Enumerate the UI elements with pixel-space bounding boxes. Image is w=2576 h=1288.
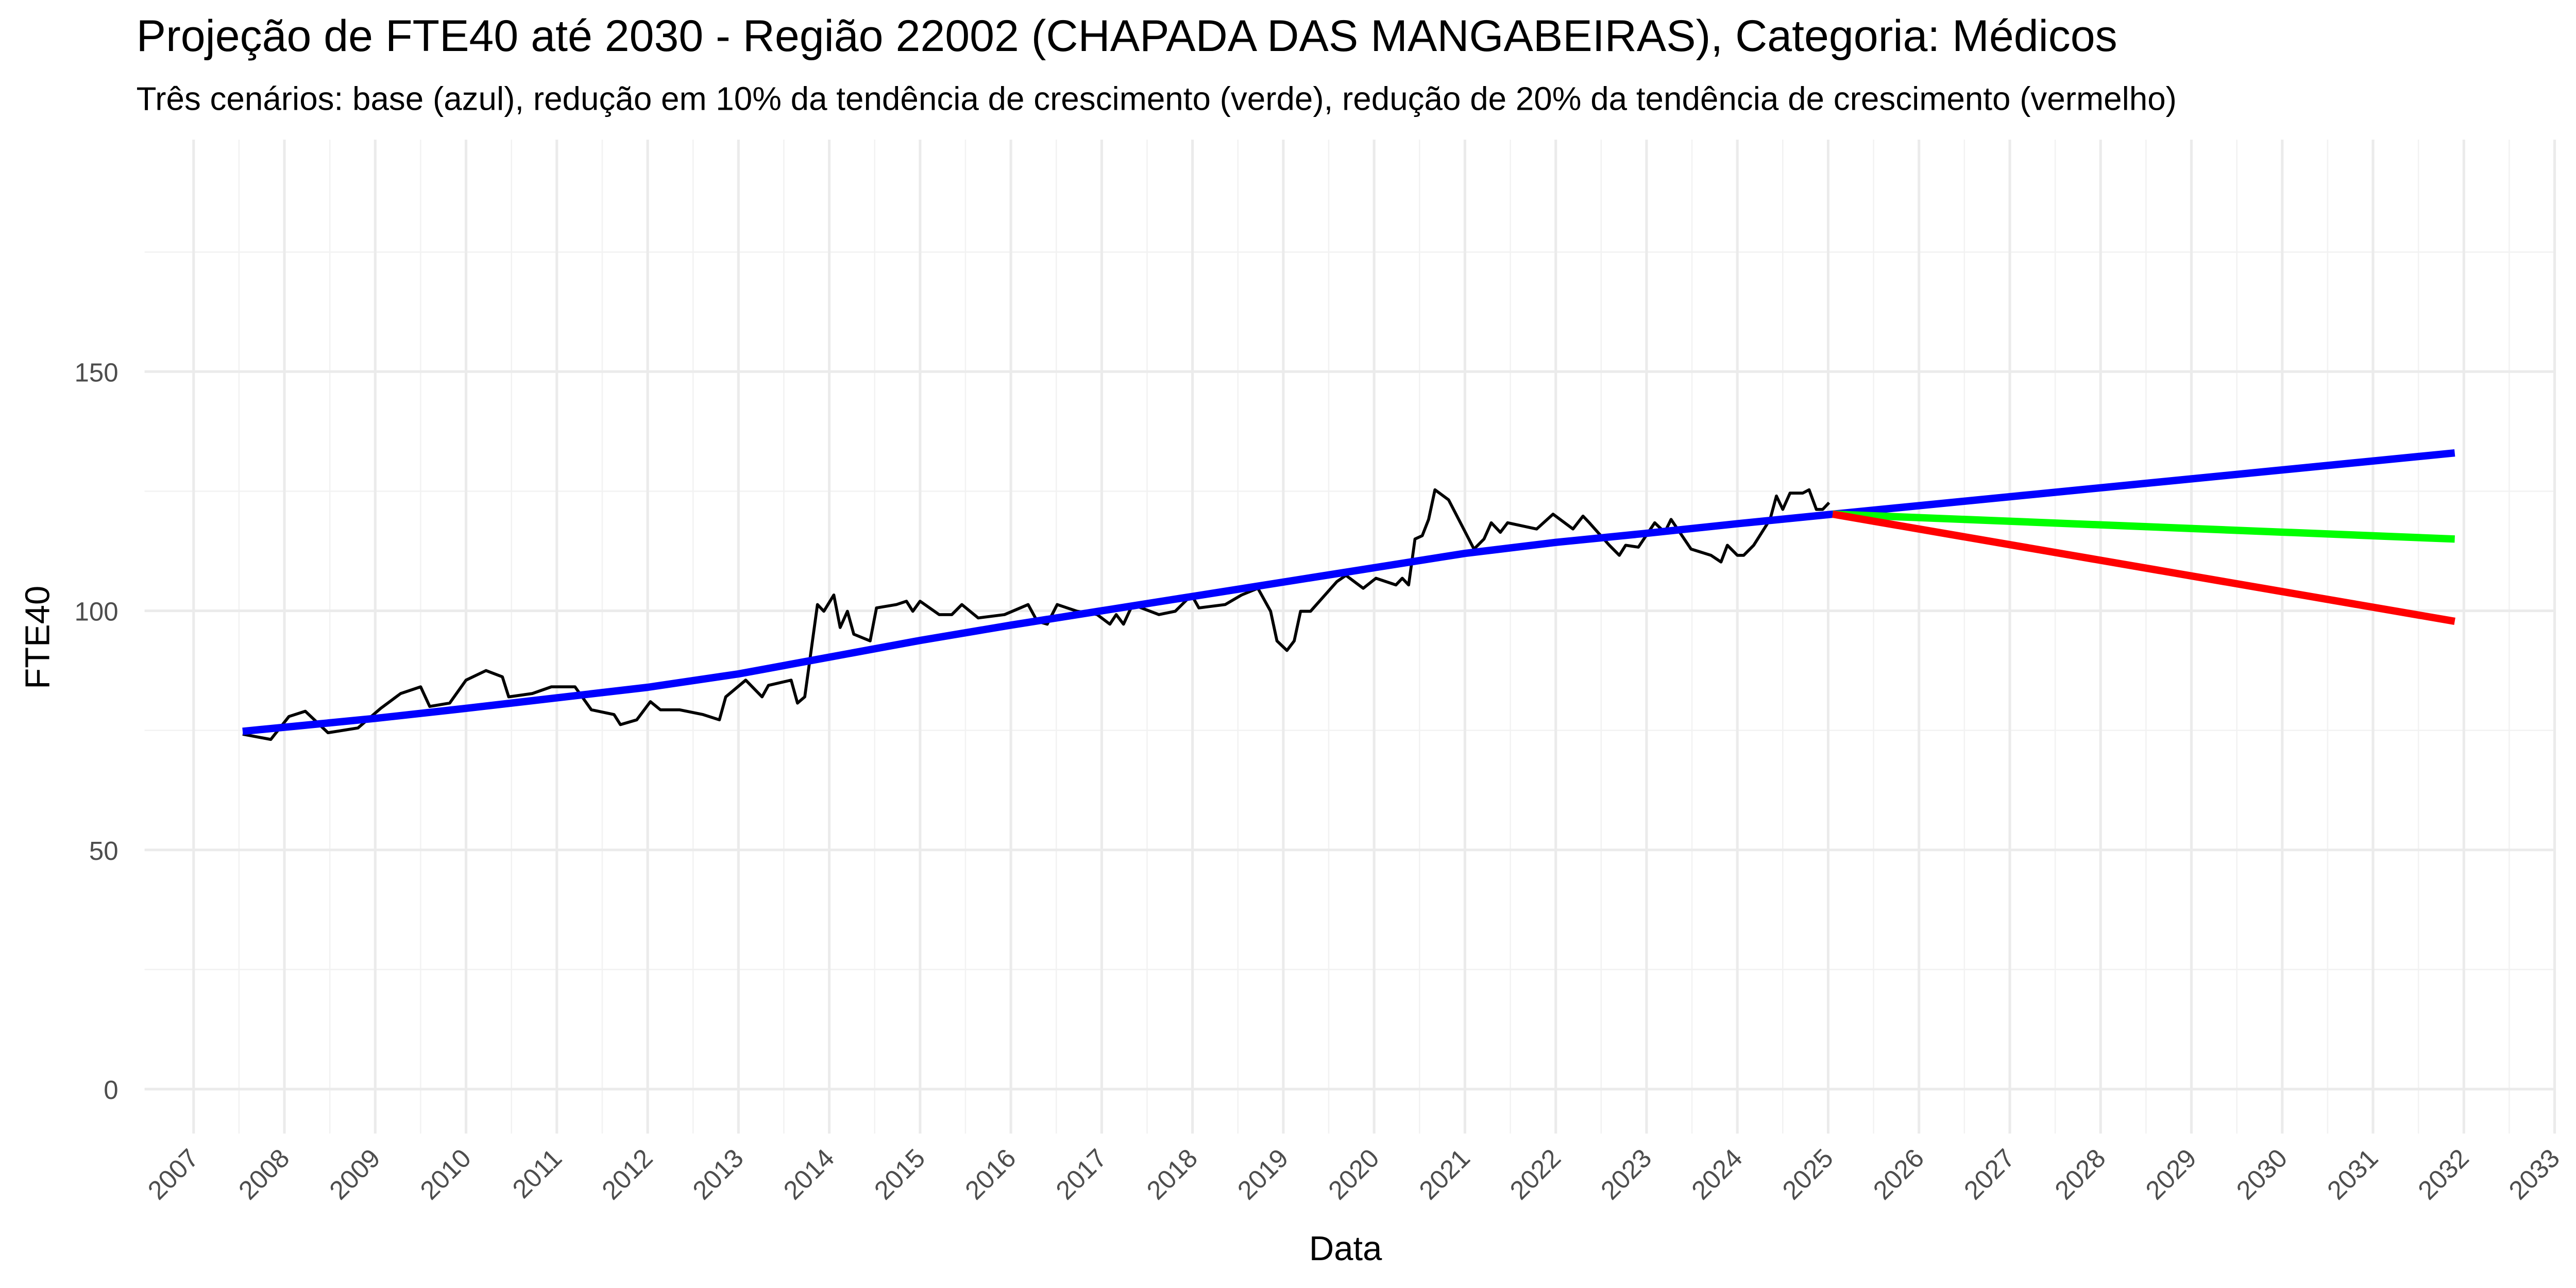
chart-subtitle: Três cenários: base (azul), redução em 1…: [137, 80, 2177, 117]
x-axis-label: Data: [1309, 1229, 1382, 1268]
y-axis-label: FTE40: [19, 586, 57, 689]
series-line: [242, 488, 1831, 741]
series-line: [1832, 510, 2455, 543]
y-tick-label: 150: [74, 358, 118, 387]
series-line: [242, 449, 2455, 735]
chart-title: Projeção de FTE40 até 2030 - Região 2200…: [137, 11, 2117, 61]
series-line: [1832, 510, 2455, 625]
plot-area: [242, 449, 2455, 741]
y-tick-label: 100: [74, 597, 118, 626]
y-tick-label: 50: [89, 836, 118, 866]
y-tick-label: 0: [104, 1075, 118, 1105]
